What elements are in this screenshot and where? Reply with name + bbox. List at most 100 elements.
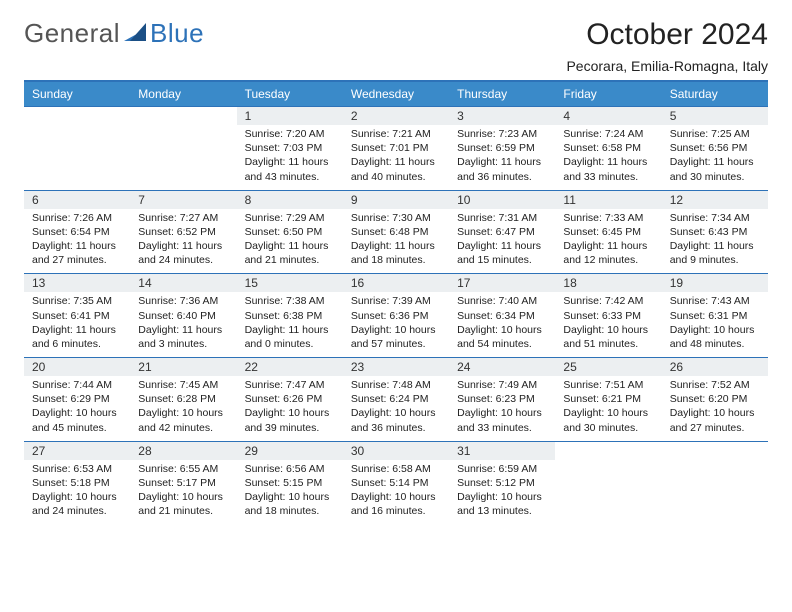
sunrise-text: Sunrise: 6:58 AM: [351, 462, 441, 476]
day-number-cell: 22: [237, 358, 343, 377]
day-detail-cell: Sunrise: 7:44 AMSunset: 6:29 PMDaylight:…: [24, 376, 130, 441]
day-detail-cell: Sunrise: 7:34 AMSunset: 6:43 PMDaylight:…: [662, 209, 768, 274]
day-number-cell: 18: [555, 274, 661, 293]
page-title: October 2024: [566, 18, 768, 52]
sunrise-text: Sunrise: 7:43 AM: [670, 294, 760, 308]
sunset-text: Sunset: 6:31 PM: [670, 309, 760, 323]
sunset-text: Sunset: 6:36 PM: [351, 309, 441, 323]
detail-row: Sunrise: 6:53 AMSunset: 5:18 PMDaylight:…: [24, 460, 768, 525]
sunrise-text: Sunrise: 7:39 AM: [351, 294, 441, 308]
day-detail-cell: Sunrise: 7:29 AMSunset: 6:50 PMDaylight:…: [237, 209, 343, 274]
sunrise-text: Sunrise: 7:38 AM: [245, 294, 335, 308]
sunrise-text: Sunrise: 7:40 AM: [457, 294, 547, 308]
day-number-cell: 30: [343, 441, 449, 460]
day-detail-cell: Sunrise: 7:23 AMSunset: 6:59 PMDaylight:…: [449, 125, 555, 190]
daylight-text: Daylight: 11 hours and 30 minutes.: [670, 155, 760, 183]
day-detail-cell: [555, 460, 661, 525]
detail-row: Sunrise: 7:35 AMSunset: 6:41 PMDaylight:…: [24, 292, 768, 357]
sunset-text: Sunset: 6:52 PM: [138, 225, 228, 239]
day-number-cell: [662, 441, 768, 460]
day-number-cell: [555, 441, 661, 460]
daylight-text: Daylight: 11 hours and 3 minutes.: [138, 323, 228, 351]
day-number-cell: 5: [662, 107, 768, 126]
day-number-cell: 15: [237, 274, 343, 293]
sunrise-text: Sunrise: 7:20 AM: [245, 127, 335, 141]
sunset-text: Sunset: 5:14 PM: [351, 476, 441, 490]
day-detail-cell: [662, 460, 768, 525]
day-number-cell: 27: [24, 441, 130, 460]
day-detail-cell: Sunrise: 7:27 AMSunset: 6:52 PMDaylight:…: [130, 209, 236, 274]
daylight-text: Daylight: 11 hours and 33 minutes.: [563, 155, 653, 183]
day-detail-cell: Sunrise: 7:40 AMSunset: 6:34 PMDaylight:…: [449, 292, 555, 357]
day-number-cell: [24, 107, 130, 126]
daylight-text: Daylight: 10 hours and 45 minutes.: [32, 406, 122, 434]
day-detail-cell: Sunrise: 6:53 AMSunset: 5:18 PMDaylight:…: [24, 460, 130, 525]
detail-row: Sunrise: 7:20 AMSunset: 7:03 PMDaylight:…: [24, 125, 768, 190]
sunrise-text: Sunrise: 7:25 AM: [670, 127, 760, 141]
daylight-text: Daylight: 10 hours and 48 minutes.: [670, 323, 760, 351]
sunset-text: Sunset: 6:28 PM: [138, 392, 228, 406]
day-number-cell: 3: [449, 107, 555, 126]
sunrise-text: Sunrise: 7:45 AM: [138, 378, 228, 392]
daylight-text: Daylight: 10 hours and 33 minutes.: [457, 406, 547, 434]
daylight-text: Daylight: 11 hours and 6 minutes.: [32, 323, 122, 351]
daylight-text: Daylight: 10 hours and 27 minutes.: [670, 406, 760, 434]
sunset-text: Sunset: 6:41 PM: [32, 309, 122, 323]
header: General Blue October 2024 Pecorara, Emil…: [24, 18, 768, 74]
sunset-text: Sunset: 6:48 PM: [351, 225, 441, 239]
sunset-text: Sunset: 6:33 PM: [563, 309, 653, 323]
daylight-text: Daylight: 11 hours and 36 minutes.: [457, 155, 547, 183]
day-number-cell: 12: [662, 190, 768, 209]
daynum-row: 6789101112: [24, 190, 768, 209]
sunset-text: Sunset: 6:58 PM: [563, 141, 653, 155]
day-number-cell: 29: [237, 441, 343, 460]
sunrise-text: Sunrise: 7:51 AM: [563, 378, 653, 392]
day-number-cell: 7: [130, 190, 236, 209]
brand-mark-icon: [124, 23, 146, 41]
sunrise-text: Sunrise: 7:35 AM: [32, 294, 122, 308]
day-detail-cell: Sunrise: 7:33 AMSunset: 6:45 PMDaylight:…: [555, 209, 661, 274]
day-number-cell: 2: [343, 107, 449, 126]
day-detail-cell: Sunrise: 7:25 AMSunset: 6:56 PMDaylight:…: [662, 125, 768, 190]
day-detail-cell: Sunrise: 7:47 AMSunset: 6:26 PMDaylight:…: [237, 376, 343, 441]
sunrise-text: Sunrise: 7:33 AM: [563, 211, 653, 225]
day-number-cell: 4: [555, 107, 661, 126]
day-detail-cell: Sunrise: 7:35 AMSunset: 6:41 PMDaylight:…: [24, 292, 130, 357]
daynum-row: 13141516171819: [24, 274, 768, 293]
daylight-text: Daylight: 10 hours and 54 minutes.: [457, 323, 547, 351]
sunrise-text: Sunrise: 7:31 AM: [457, 211, 547, 225]
day-detail-cell: [24, 125, 130, 190]
sunset-text: Sunset: 6:23 PM: [457, 392, 547, 406]
day-number-cell: 9: [343, 190, 449, 209]
brand-logo: General Blue: [24, 18, 204, 49]
day-number-cell: 25: [555, 358, 661, 377]
weekday-header: Saturday: [662, 82, 768, 107]
sunrise-text: Sunrise: 7:26 AM: [32, 211, 122, 225]
daylight-text: Daylight: 10 hours and 36 minutes.: [351, 406, 441, 434]
weekday-header: Thursday: [449, 82, 555, 107]
day-detail-cell: Sunrise: 7:43 AMSunset: 6:31 PMDaylight:…: [662, 292, 768, 357]
day-detail-cell: Sunrise: 6:58 AMSunset: 5:14 PMDaylight:…: [343, 460, 449, 525]
sunset-text: Sunset: 5:18 PM: [32, 476, 122, 490]
sunrise-text: Sunrise: 6:55 AM: [138, 462, 228, 476]
sunset-text: Sunset: 5:12 PM: [457, 476, 547, 490]
daynum-row: 2728293031: [24, 441, 768, 460]
day-number-cell: 16: [343, 274, 449, 293]
sunrise-text: Sunrise: 7:34 AM: [670, 211, 760, 225]
day-detail-cell: Sunrise: 7:38 AMSunset: 6:38 PMDaylight:…: [237, 292, 343, 357]
daylight-text: Daylight: 10 hours and 18 minutes.: [245, 490, 335, 518]
sunrise-text: Sunrise: 7:42 AM: [563, 294, 653, 308]
daylight-text: Daylight: 11 hours and 43 minutes.: [245, 155, 335, 183]
day-detail-cell: Sunrise: 7:24 AMSunset: 6:58 PMDaylight:…: [555, 125, 661, 190]
sunrise-text: Sunrise: 7:29 AM: [245, 211, 335, 225]
daylight-text: Daylight: 11 hours and 9 minutes.: [670, 239, 760, 267]
sunset-text: Sunset: 6:59 PM: [457, 141, 547, 155]
sunrise-text: Sunrise: 6:56 AM: [245, 462, 335, 476]
sunset-text: Sunset: 6:40 PM: [138, 309, 228, 323]
daylight-text: Daylight: 11 hours and 24 minutes.: [138, 239, 228, 267]
daylight-text: Daylight: 11 hours and 18 minutes.: [351, 239, 441, 267]
day-detail-cell: Sunrise: 6:55 AMSunset: 5:17 PMDaylight:…: [130, 460, 236, 525]
day-number-cell: 17: [449, 274, 555, 293]
day-detail-cell: Sunrise: 7:21 AMSunset: 7:01 PMDaylight:…: [343, 125, 449, 190]
sunset-text: Sunset: 6:24 PM: [351, 392, 441, 406]
